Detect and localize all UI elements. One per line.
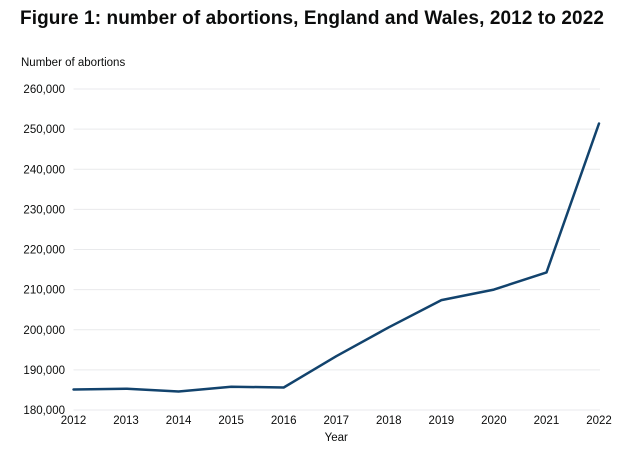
x-tick-label: 2020 <box>481 415 507 427</box>
y-tick-label: 240,000 <box>23 164 65 176</box>
y-tick-label: 230,000 <box>23 204 65 216</box>
x-tick-label: 2018 <box>376 415 402 427</box>
x-tick-label: 2022 <box>586 415 612 427</box>
y-axis-title: Number of abortions <box>21 57 126 69</box>
y-tick-label: 200,000 <box>23 325 65 337</box>
x-tick-label: 2016 <box>271 415 297 427</box>
y-tick-label: 190,000 <box>23 365 65 377</box>
x-tick-label: 2014 <box>166 415 192 427</box>
y-tick-label: 180,000 <box>23 405 65 417</box>
y-tick-label: 210,000 <box>23 285 65 297</box>
y-tick-label: 260,000 <box>23 84 65 96</box>
x-tick-label: 2019 <box>429 415 455 427</box>
x-tick-label: 2013 <box>113 415 139 427</box>
figure-title: Figure 1: number of abortions, England a… <box>20 8 605 29</box>
x-axis-title: Year <box>325 432 348 444</box>
x-tick-label: 2017 <box>323 415 349 427</box>
x-tick-label: 2015 <box>218 415 244 427</box>
data-line-series <box>72 122 601 393</box>
x-tick-label: 2021 <box>534 415 560 427</box>
x-tick-label: 2012 <box>61 415 87 427</box>
y-tick-label: 250,000 <box>23 124 65 136</box>
y-tick-label: 220,000 <box>23 245 65 257</box>
